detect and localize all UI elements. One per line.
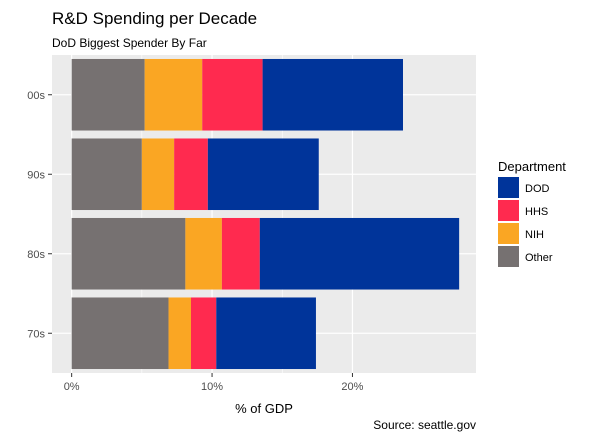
- bar-segment-dod-80s: [259, 217, 460, 290]
- bar-segment-nih-70s: [168, 297, 191, 370]
- bar-segment-hhs-80s: [221, 217, 260, 290]
- legend-key-nih: [498, 223, 519, 244]
- y-tick-label: 80s: [27, 249, 45, 261]
- y-axis: 70s 80s 90s 00s: [27, 90, 52, 340]
- bar-segment-hhs-00s: [202, 58, 263, 131]
- legend: Department DOD HHS NIH Other: [498, 159, 566, 267]
- bar-segment-nih-90s: [141, 138, 175, 211]
- bar-segment-dod-00s: [262, 58, 403, 131]
- legend-key-hhs: [498, 200, 519, 221]
- bar-segment-dod-70s: [216, 297, 316, 370]
- legend-key-other: [498, 246, 519, 267]
- chart-title: R&D Spending per Decade: [52, 9, 257, 28]
- bar-segment-other-80s: [71, 217, 186, 290]
- bar-segment-hhs-90s: [174, 138, 208, 211]
- legend-items: DOD HHS NIH Other: [498, 177, 553, 267]
- x-tick-label: 10%: [201, 381, 223, 393]
- x-axis-title: % of GDP: [235, 401, 293, 416]
- bar-segment-other-90s: [71, 138, 142, 211]
- legend-label-nih: NIH: [525, 229, 544, 241]
- y-tick-label: 90s: [27, 169, 45, 181]
- plot-panel: [52, 55, 476, 373]
- bars: [71, 58, 460, 370]
- legend-label-dod: DOD: [525, 183, 550, 195]
- bar-segment-other-70s: [71, 297, 169, 370]
- bar-segment-nih-00s: [144, 58, 203, 131]
- y-tick-label: 70s: [27, 328, 45, 340]
- legend-title: Department: [498, 159, 566, 174]
- bar-segment-nih-80s: [185, 217, 222, 290]
- x-axis: 0% 10% 20%: [64, 373, 364, 393]
- chart-subtitle: DoD Biggest Spender By Far: [52, 36, 207, 50]
- bar-segment-hhs-70s: [190, 297, 217, 370]
- bar-segment-other-00s: [71, 58, 145, 131]
- legend-label-other: Other: [525, 252, 553, 264]
- legend-label-hhs: HHS: [525, 206, 548, 218]
- chart-caption: Source: seattle.gov: [373, 418, 476, 432]
- y-tick-label: 00s: [27, 90, 45, 102]
- x-tick-label: 0%: [64, 381, 80, 393]
- bar-segment-dod-90s: [207, 138, 319, 211]
- x-tick-label: 20%: [341, 381, 363, 393]
- legend-key-dod: [498, 177, 519, 198]
